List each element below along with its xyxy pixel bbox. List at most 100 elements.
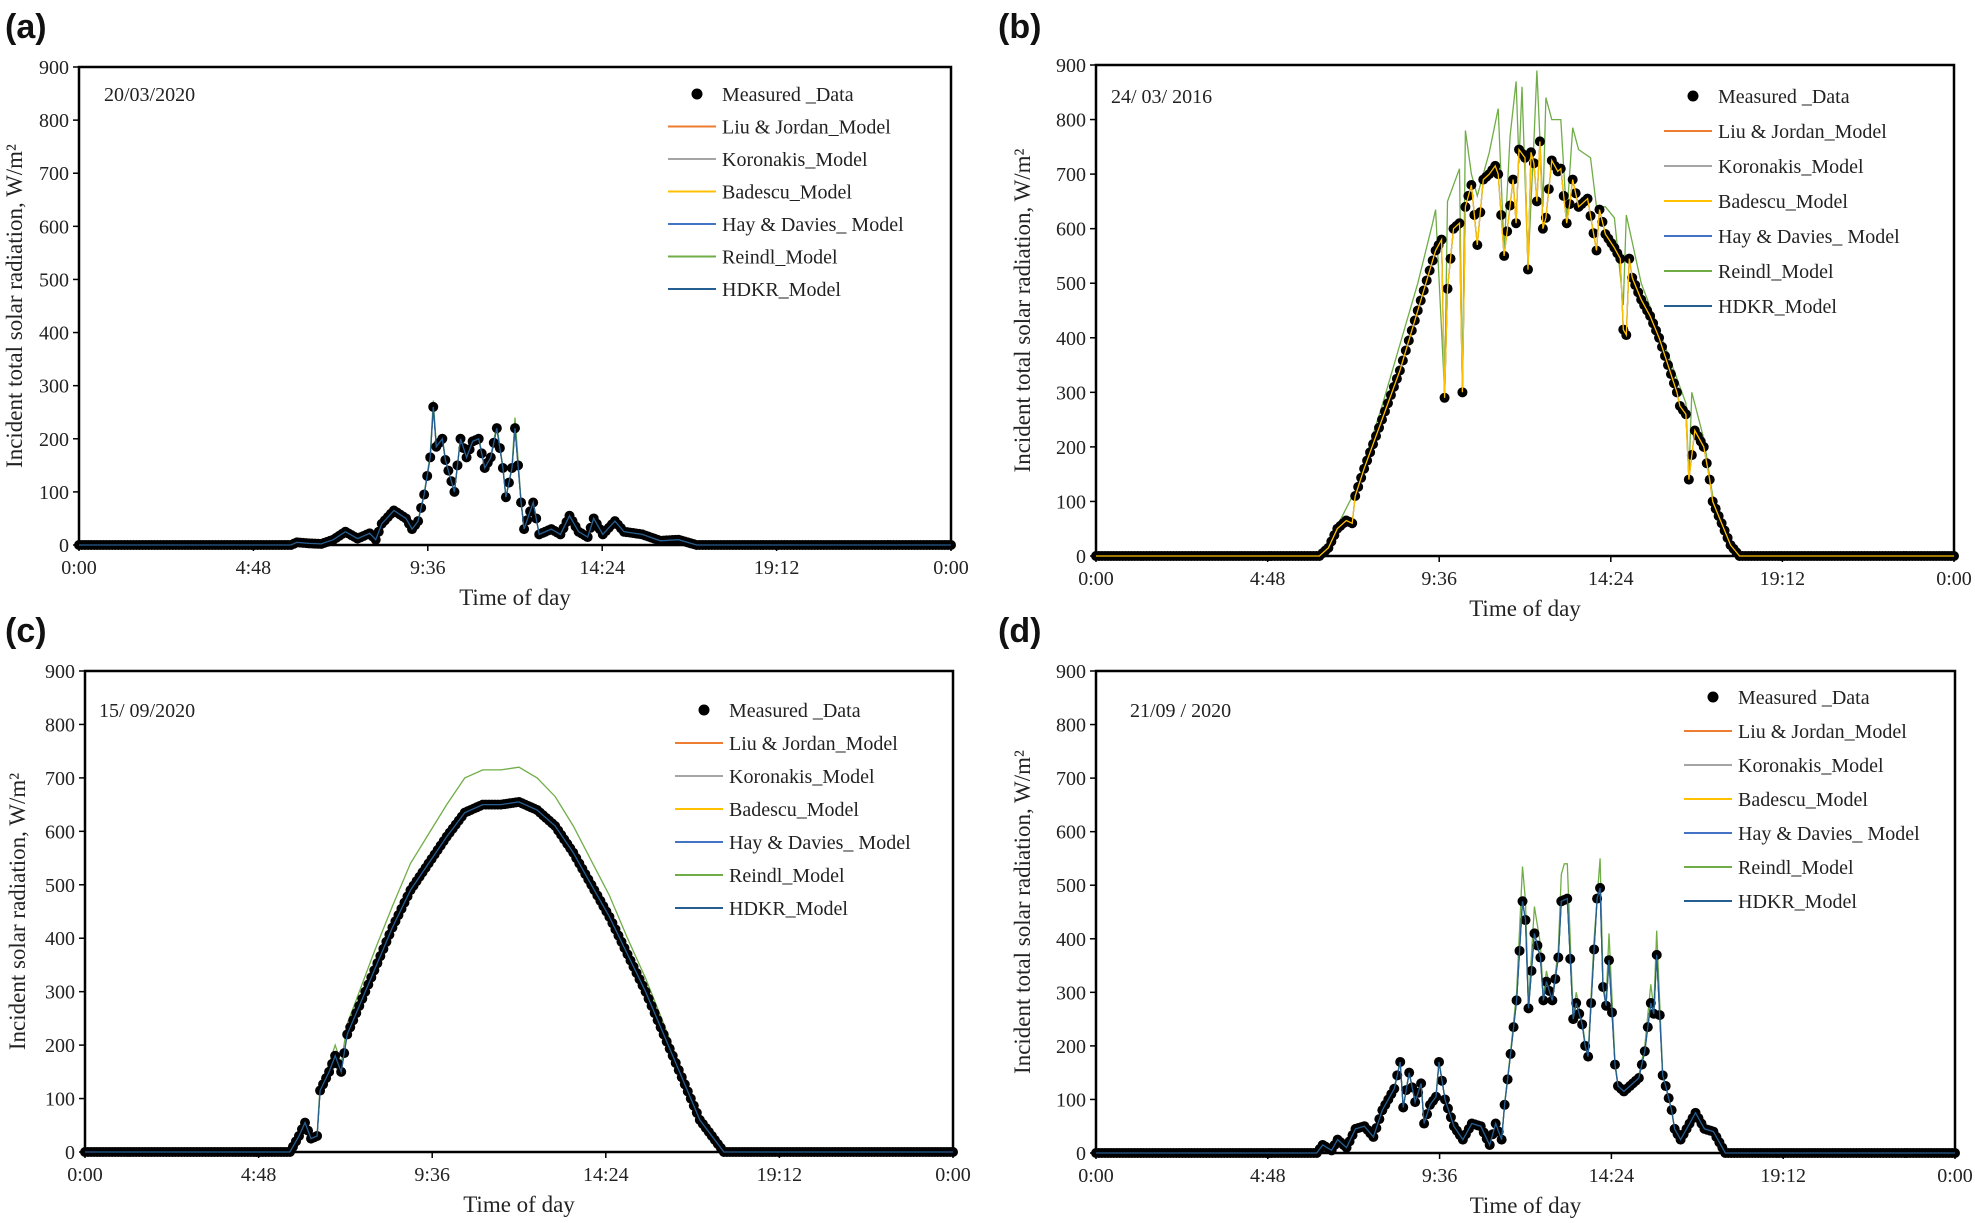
y-tick-label: 400 [1056, 929, 1086, 951]
plot-frame [1094, 669, 1957, 1155]
y-axis-label: Incident total solar radiation, W/m² [2, 144, 27, 468]
series-line-koronakis [85, 801, 953, 1153]
x-tick-label: 0:00 [1078, 1165, 1114, 1187]
legend-entry: Measured _Data [1738, 687, 1870, 709]
y-tick-label: 200 [1056, 437, 1086, 459]
legend-entry: Liu & Jordan_Model [722, 117, 891, 139]
legend: Measured _Data Liu & Jordan_Model Koronaki… [1664, 86, 1900, 318]
series-line-hdkr [85, 801, 953, 1153]
series-line-badescu [1096, 141, 1954, 557]
series-line-hdkr [1096, 887, 1955, 1154]
legend: Measured _Data Liu & Jordan_Model Koronaki… [675, 700, 911, 920]
legend-entry: Measured _Data [722, 84, 854, 106]
chart-panel-c: (c) 0 100 200 300 400 500 600 700 800 900 0:00 4:48 9… [5, 612, 971, 1217]
y-tick-label: 800 [45, 714, 75, 736]
y-tick-label: 600 [39, 216, 69, 238]
measured-data-points [74, 401, 956, 550]
legend: Measured _Data Liu & Jordan_Model Koronaki… [1684, 687, 1920, 913]
x-tick-label: 19:12 [1760, 1165, 1806, 1187]
y-tick-label: 0 [65, 1142, 75, 1164]
x-tick-label: 4:48 [1250, 1165, 1286, 1187]
y-tick-label: 0 [1076, 1143, 1086, 1165]
y-tick-label: 300 [45, 982, 75, 1004]
y-tick-label: 900 [39, 57, 69, 79]
plot-frame [1094, 63, 1956, 558]
x-tick-label: 9:36 [1421, 568, 1457, 590]
x-tick-label: 4:48 [236, 557, 272, 579]
y-tick-label: 600 [45, 821, 75, 843]
legend-entry: Koronakis_Model [1738, 755, 1884, 777]
legend-entry: Measured _Data [729, 700, 861, 722]
legend-entry: Koronakis_Model [1718, 156, 1864, 178]
chart-panel-a: (a) 0 100 200 300 400 500 600 700 800 900 0:00 4:48 9… [2, 8, 969, 610]
y-tick-label: 600 [1056, 822, 1086, 844]
y-tick-label: 900 [45, 661, 75, 683]
y-axis-label: Incident total solar radiation, W/m² [1010, 750, 1035, 1074]
legend-entry: Hay & Davies_ Model [1718, 226, 1900, 248]
series-line-liu-jordan [85, 801, 953, 1153]
x-axis-label: Time of day [463, 1192, 575, 1217]
legend-entry: Badescu_Model [729, 799, 859, 821]
y-tick-label: 0 [59, 535, 69, 557]
y-tick-label: 700 [1056, 164, 1086, 186]
series-line-reindl [79, 400, 951, 546]
legend-entry: HDKR_Model [1718, 296, 1837, 318]
legend-entry: Badescu_Model [1738, 789, 1868, 811]
date-annotation: 15/ 09/2020 [99, 700, 195, 722]
panel-label: (c) [5, 612, 47, 650]
y-tick-label: 100 [45, 1089, 75, 1111]
x-axis-label: Time of day [459, 585, 571, 610]
y-tick-label: 700 [1056, 768, 1086, 790]
x-axis-label: Time of day [1469, 596, 1581, 621]
x-tick-label: 0:00 [1936, 568, 1972, 590]
x-tick-label: 14:24 [1588, 568, 1634, 590]
chart-panel-b: (b) 0 100 200 300 400 500 600 700 800 900 0:00 4:48 9… [998, 8, 1972, 621]
x-axis-label: Time of day [1470, 1193, 1582, 1218]
legend: Measured _Data Liu & Jordan_Model Koronaki… [668, 84, 904, 301]
x-tick-label: 4:48 [1250, 568, 1286, 590]
y-axis-label: Incident total solar radiation, W/m² [1010, 148, 1035, 472]
date-annotation: 20/03/2020 [104, 84, 195, 106]
y-tick-label: 800 [39, 110, 69, 132]
x-tick-label: 0:00 [935, 1164, 971, 1186]
series-line-hay-davies [85, 801, 953, 1153]
legend-entry: Koronakis_Model [729, 766, 875, 788]
legend-marker-measured [698, 704, 710, 716]
legend-entry: Measured _Data [1718, 86, 1850, 108]
legend-entry: Badescu_Model [722, 182, 852, 204]
x-tick-label: 0:00 [1078, 568, 1114, 590]
legend-entry: Koronakis_Model [722, 149, 868, 171]
y-tick-label: 300 [39, 376, 69, 398]
x-tick-label: 14:24 [1589, 1165, 1635, 1187]
legend-entry: Reindl_Model [722, 247, 838, 269]
date-annotation: 21/09 / 2020 [1130, 700, 1231, 722]
y-tick-label: 500 [1056, 875, 1086, 897]
panel-label: (a) [5, 8, 47, 46]
legend-entry: Reindl_Model [1738, 857, 1854, 879]
plot-frame [83, 669, 955, 1154]
series-line-reindl [85, 766, 953, 1153]
y-tick-label: 700 [45, 768, 75, 790]
y-tick-label: 500 [1056, 273, 1086, 295]
x-tick-label: 9:36 [414, 1164, 450, 1186]
y-tick-label: 200 [39, 429, 69, 451]
legend-entry: Reindl_Model [729, 865, 845, 887]
x-tick-label: 9:36 [410, 557, 446, 579]
y-axis-label: Incident solar radiation, W/m² [5, 773, 30, 1050]
x-tick-label: 4:48 [241, 1164, 277, 1186]
y-tick-label: 900 [1056, 55, 1086, 77]
x-tick-label: 14:24 [583, 1164, 629, 1186]
y-tick-label: 0 [1076, 546, 1086, 568]
x-tick-label: 0:00 [61, 557, 97, 579]
legend-entry: HDKR_Model [1738, 891, 1857, 913]
x-tick-label: 0:00 [933, 557, 969, 579]
y-tick-label: 400 [45, 928, 75, 950]
y-tick-label: 300 [1056, 382, 1086, 404]
chart-panel-d: (d) 0 100 200 300 400 500 600 700 800 900 0:00 4:48 9… [998, 612, 1973, 1218]
legend-entry: Badescu_Model [1718, 191, 1848, 213]
y-tick-label: 400 [39, 323, 69, 345]
legend-entry: Liu & Jordan_Model [729, 733, 898, 755]
legend-marker-measured [691, 88, 703, 100]
date-annotation: 24/ 03/ 2016 [1111, 86, 1212, 108]
